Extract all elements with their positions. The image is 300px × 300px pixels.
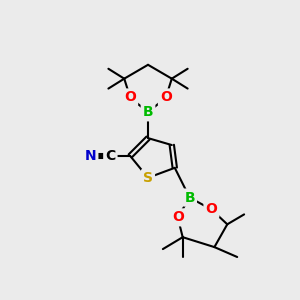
Text: B: B (184, 190, 195, 205)
Text: C: C (105, 149, 116, 163)
Text: B: B (143, 105, 153, 119)
Text: O: O (124, 91, 136, 104)
Text: N: N (85, 149, 96, 163)
Text: O: O (172, 210, 184, 224)
Text: O: O (160, 91, 172, 104)
Text: S: S (143, 171, 153, 185)
Text: O: O (206, 202, 218, 216)
